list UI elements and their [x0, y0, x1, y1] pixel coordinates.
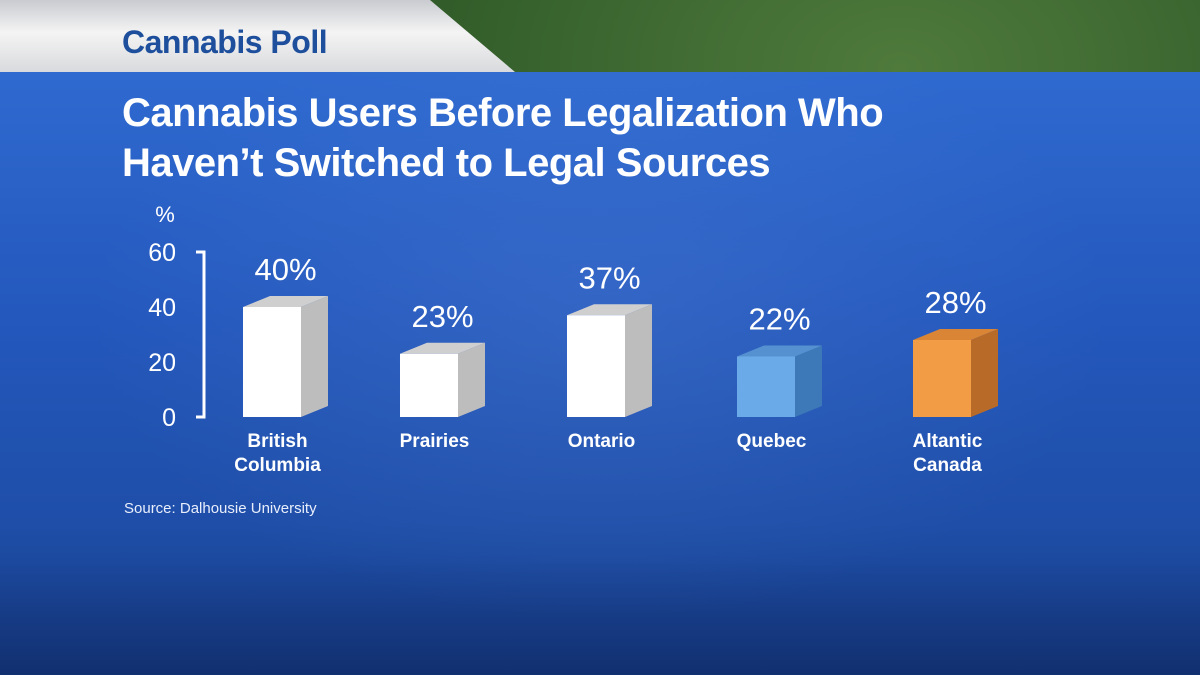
category-label: Quebec — [737, 431, 807, 452]
category-label: British Columbia — [234, 431, 321, 476]
y-axis-label: % — [155, 202, 175, 227]
data-label: 22% — [748, 302, 810, 337]
data-label: 23% — [411, 299, 473, 334]
bar-side — [458, 342, 485, 417]
y-tick-label: 0 — [162, 404, 176, 432]
category-label: Ontario — [568, 431, 636, 452]
y-axis-line — [196, 250, 206, 419]
data-label: 40% — [254, 252, 316, 287]
bar-side — [625, 304, 652, 417]
data-label: 28% — [924, 285, 986, 320]
bar — [737, 356, 795, 417]
y-tick-label: 60 — [148, 239, 176, 267]
bar-side — [301, 296, 328, 417]
bar-top — [567, 304, 652, 316]
data-label: 37% — [578, 260, 640, 295]
bar-side — [795, 345, 822, 417]
chart-title: Cannabis Users Before Legalization Who H… — [122, 88, 884, 188]
category-label: Altantic Canada — [913, 431, 983, 476]
chart-title-line-2: Haven’t Switched to Legal Sources — [122, 141, 771, 185]
bar-side — [971, 329, 998, 417]
tab-title: Cannabis Poll — [122, 24, 328, 60]
bar — [400, 353, 458, 417]
bar-top — [400, 342, 485, 354]
y-tick-label: 40 — [148, 294, 176, 322]
bar — [567, 315, 625, 417]
header-tab — [0, 0, 515, 72]
bar-top — [737, 345, 822, 357]
bar-top — [243, 296, 328, 307]
bar — [913, 340, 971, 417]
y-tick-label: 20 — [148, 349, 176, 377]
chart-title-line-1: Cannabis Users Before Legalization Who — [122, 91, 884, 135]
bar — [243, 307, 301, 417]
category-label: Prairies — [400, 431, 470, 452]
source-note: Source: Dalhousie University — [124, 500, 317, 517]
bar-top — [913, 329, 998, 340]
